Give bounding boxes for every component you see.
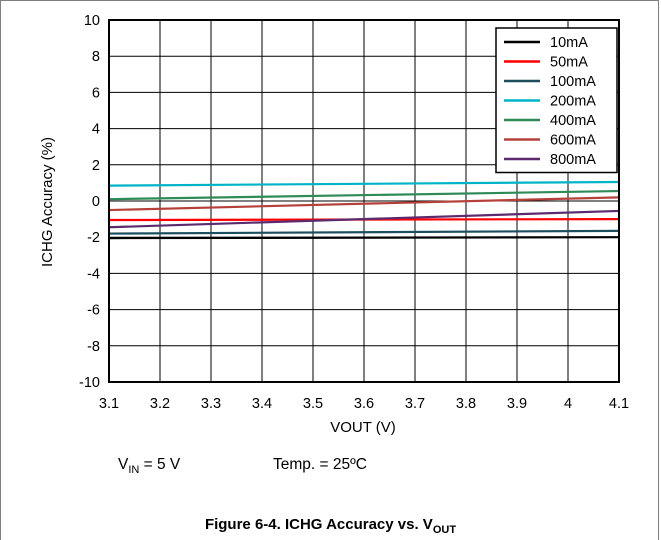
x-tick-label: 3.7	[405, 396, 425, 412]
series-line-200mA	[108, 180, 620, 187]
vin-condition: VIN = 5 V	[118, 456, 180, 476]
caption-text: Figure 6-4. ICHG Accuracy vs. V	[204, 516, 433, 533]
vin-subscript: IN	[128, 464, 140, 477]
y-tick-label: -6	[87, 303, 100, 319]
series-line-100mA	[108, 229, 620, 235]
vin-value: = 5 V	[139, 456, 181, 473]
x-tick-label: 3.8	[456, 396, 476, 412]
y-tick-label: 4	[92, 122, 100, 138]
legend-label-200mA: 200mA	[550, 94, 596, 110]
axis-layer: 3.1 3.2 3.3 3.4 3.5 3.6 3.7 3.8 3.9 4 4.1 10 8 6 4 2 0 -2…	[79, 13, 629, 412]
plot-border	[108, 19, 620, 383]
x-tick-label: 3.1	[99, 396, 119, 412]
x-tick-label: 3.9	[507, 396, 527, 412]
y-axis-label: ICHG Accuracy (%)	[39, 137, 56, 267]
legend-label-50mA: 50mA	[550, 55, 588, 71]
legend-label-100mA: 100mA	[550, 74, 596, 90]
legend-label-800mA: 800mA	[550, 152, 596, 168]
series-line-10mA	[108, 236, 620, 240]
y-tick-label: 6	[92, 85, 100, 101]
figure-caption: Figure 6-4. ICHG Accuracy vs. VOUT	[0, 516, 661, 536]
y-tick-label: -8	[87, 339, 100, 355]
y-tick-label: -4	[87, 266, 100, 282]
series-line-400mA	[108, 189, 620, 201]
y-tick-label: 8	[92, 49, 100, 65]
x-tick-label: 3.4	[252, 396, 272, 412]
temp-condition: Temp. = 25ºC	[273, 456, 367, 473]
y-tick-label: 0	[92, 194, 100, 210]
caption-subscript: OUT	[432, 524, 457, 536]
series-line-600mA	[108, 196, 620, 212]
x-tick-label: 3.2	[150, 396, 170, 412]
x-tick-label: 4	[564, 396, 572, 412]
x-tick-label: 3.5	[303, 396, 323, 412]
y-tick-label: 2	[92, 158, 100, 174]
x-tick-label: 3.3	[201, 396, 221, 412]
x-tick-label: 4.1	[609, 396, 629, 412]
legend-label-400mA: 400mA	[550, 113, 596, 129]
legend-label-600mA: 600mA	[550, 133, 596, 149]
y-tick-label: -10	[79, 375, 100, 391]
legend-label-10mA: 10mA	[550, 35, 588, 51]
x-tick-label: 3.6	[354, 396, 374, 412]
line-chart: 3.1 3.2 3.3 3.4 3.5 3.6 3.7 3.8 3.9 4 4.1 10 8 6 4 2 0 -2…	[39, 13, 629, 436]
series-layer	[108, 180, 620, 240]
x-axis-label: VOUT (V)	[330, 419, 396, 436]
y-tick-label: 10	[84, 13, 100, 29]
vin-symbol: V	[118, 456, 129, 473]
series-line-800mA	[108, 209, 620, 229]
y-tick-label: -2	[87, 230, 100, 246]
legend: 10mA 50mA 100mA 200mA 400mA 600mA 800mA	[495, 27, 618, 174]
